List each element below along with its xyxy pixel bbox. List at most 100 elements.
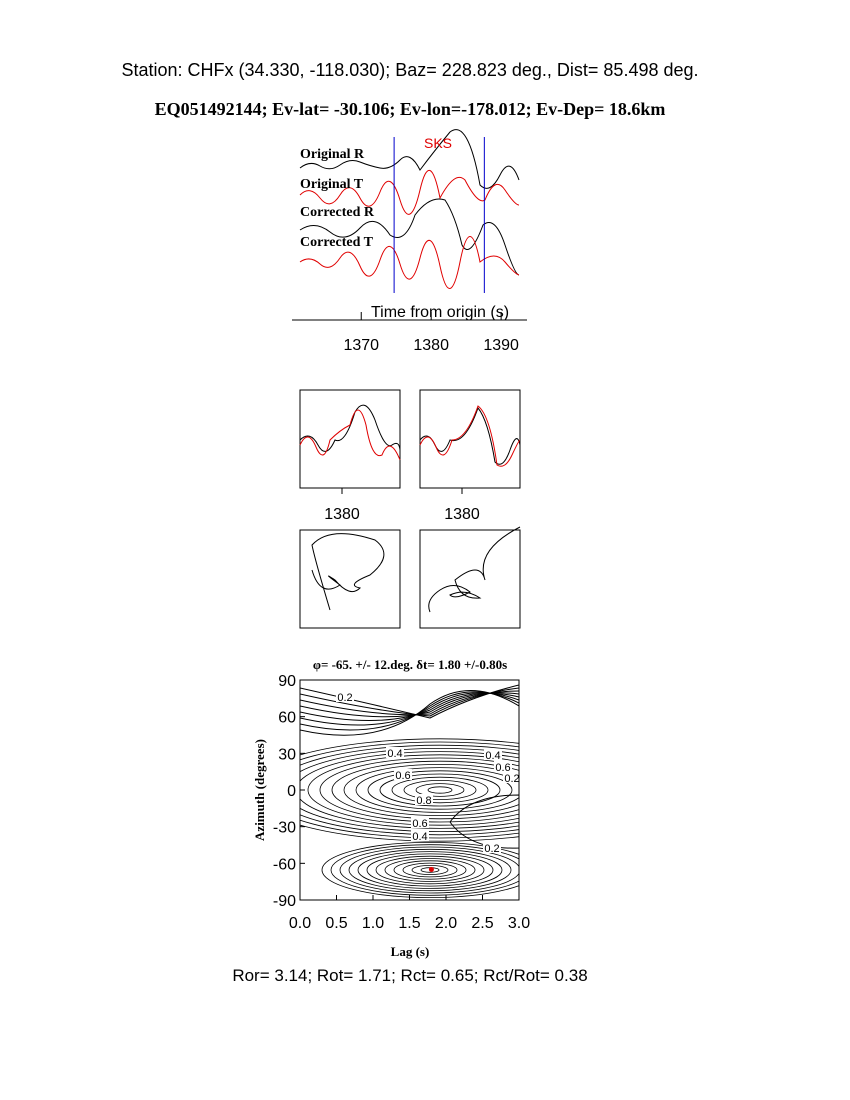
- contour-line: [300, 741, 519, 839]
- trace: [299, 198, 520, 276]
- label-bg: [394, 769, 412, 780]
- trace: [299, 236, 520, 289]
- contour-label: 0.6: [412, 818, 427, 830]
- contour-label: 0.2: [504, 773, 519, 785]
- contour-label: 0.2: [337, 692, 352, 704]
- x-tick-label: 1380: [413, 337, 449, 354]
- x-tick-label: 1380: [444, 506, 480, 523]
- x-tick-label: 1380: [324, 506, 360, 523]
- label-bg: [483, 842, 501, 853]
- waveform: [419, 405, 521, 467]
- contour-label: 0.6: [395, 770, 410, 782]
- panel-frame: [299, 389, 401, 489]
- waveform: [419, 407, 521, 465]
- trace-label: Corrected R: [300, 205, 375, 220]
- contour-label: 0.4: [412, 831, 427, 843]
- contour-line: [300, 692, 519, 726]
- contour-line: [391, 776, 489, 804]
- label-bg: [386, 747, 404, 758]
- contour-line: [393, 860, 467, 880]
- trace-label: Original R: [300, 147, 365, 162]
- panel-frame: [419, 389, 521, 489]
- contour-line: [300, 751, 519, 829]
- contour-line: [402, 862, 458, 878]
- contour-line: [403, 780, 477, 801]
- contour-label: 0.6: [495, 762, 510, 774]
- y-tick-label: 90: [278, 673, 296, 690]
- label-bg: [415, 794, 433, 805]
- contour-line: [375, 855, 485, 885]
- x-tick-label: 2.0: [435, 915, 457, 932]
- contour-line: [300, 690, 519, 736]
- contour-line: [384, 858, 476, 882]
- contour-plot: 0.20.40.60.80.60.40.40.60.20.2: [299, 679, 520, 901]
- panel-frame: [419, 529, 521, 629]
- contour-line: [300, 738, 519, 842]
- contour-line: [379, 773, 501, 807]
- y-tick-label: -90: [273, 893, 296, 910]
- contour-line: [355, 767, 519, 813]
- contour-label: 0.4: [485, 750, 500, 762]
- x-axis-label: Lag (s): [391, 944, 430, 959]
- contour-line: [343, 764, 519, 816]
- panel-frame: [299, 529, 401, 629]
- contour-line: [427, 786, 453, 794]
- x-tick-label: 0.0: [289, 915, 311, 932]
- x-tick-label: 3.0: [508, 915, 530, 932]
- event-title: EQ051492144; Ev-lat= -30.106; Ev-lon=-17…: [155, 99, 666, 119]
- contour-line: [330, 844, 519, 896]
- x-axis-label: Time from origin (s): [371, 304, 509, 321]
- x-tick-label: 1.5: [398, 915, 420, 932]
- contour-line: [331, 760, 519, 820]
- station-title: Station: CHFx (34.330, -118.030); Baz= 2…: [121, 60, 698, 80]
- contour-line: [300, 691, 519, 731]
- trace-label: Original T: [300, 177, 364, 192]
- panels: [299, 389, 521, 629]
- dense-region: [449, 794, 519, 849]
- contour-line: [415, 783, 465, 797]
- trace: [299, 129, 520, 189]
- contour-line: [300, 748, 519, 832]
- contour-line: [367, 770, 513, 810]
- best-fit: [428, 866, 434, 872]
- contour-line: [411, 865, 449, 876]
- x-tick-label: 1390: [483, 337, 519, 354]
- trace: [299, 169, 520, 215]
- contour-line: [319, 757, 519, 823]
- contour-line: [300, 744, 519, 836]
- label-bg: [494, 761, 512, 772]
- contour-label: 0.2: [484, 843, 499, 855]
- y-tick-label: -30: [273, 820, 296, 837]
- waveform: [299, 409, 401, 461]
- y-tick-label: 60: [278, 710, 296, 727]
- footer: Ror= 3.14; Rot= 1.71; Rct= 0.65; Rct/Rot…: [232, 966, 587, 985]
- contour-label: 0.8: [416, 795, 431, 807]
- contour-line: [348, 848, 512, 892]
- label-bg: [484, 749, 502, 760]
- trace-label: Corrected T: [300, 235, 374, 250]
- contour-line: [307, 754, 519, 826]
- particle-motion: [428, 526, 521, 613]
- traces: [292, 129, 527, 321]
- x-tick-label: 1.0: [362, 915, 384, 932]
- label-bg: [336, 691, 354, 702]
- contours: 0.20.40.60.80.60.40.40.60.20.2: [300, 684, 519, 898]
- label-bg: [503, 772, 519, 783]
- contour-line: [321, 842, 519, 898]
- contour-line: [357, 851, 503, 889]
- contour-title: φ= -65. +/- 12.deg. δt= 1.80 +/-0.80s: [313, 657, 507, 672]
- label-bg: [411, 817, 429, 828]
- y-tick-label: -60: [273, 856, 296, 873]
- contour-label: 0.4: [387, 748, 402, 760]
- x-tick-label: 0.5: [325, 915, 347, 932]
- label-bg: [411, 830, 429, 841]
- contour-line: [339, 846, 519, 894]
- x-tick-label: 2.5: [471, 915, 493, 932]
- y-tick-label: 30: [278, 746, 296, 763]
- y-tick-label: 0: [287, 783, 296, 800]
- phase-label: SKS: [424, 135, 452, 151]
- contour-line: [366, 853, 494, 887]
- particle-motion: [311, 533, 385, 611]
